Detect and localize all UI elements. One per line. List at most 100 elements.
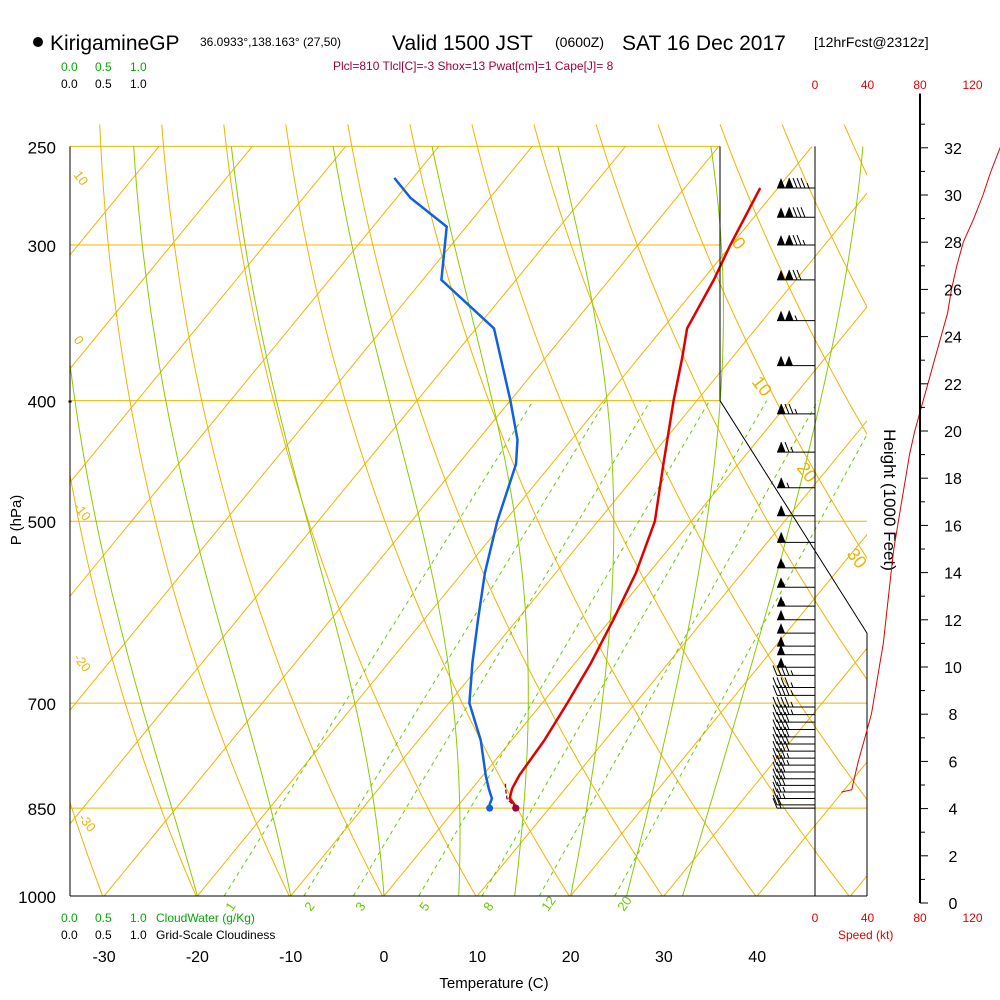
dry-adiabat-line — [161, 124, 384, 896]
height-tick-label: 10 — [944, 660, 962, 677]
wind-speed-line — [841, 146, 1000, 793]
wind-barb-feather — [776, 726, 782, 738]
wind-barb-feather — [784, 726, 790, 738]
dry-adiabat-line — [657, 124, 867, 559]
moist-adiabat-line — [626, 146, 724, 896]
wind-barb — [777, 657, 815, 668]
wind-barb-feather — [776, 719, 782, 730]
cloudiness-tick-top: 1.0 — [130, 77, 147, 91]
wind-barb — [777, 477, 815, 489]
isotherm-line — [103, 146, 720, 896]
speed-tick-top: 0 — [812, 78, 819, 92]
moist-adiabat-line — [133, 146, 292, 896]
wind-barb-feather — [776, 740, 782, 752]
wind-barb-feather — [784, 704, 790, 715]
wind-barb-feather — [788, 177, 794, 189]
height-tick-label: 12 — [944, 613, 962, 630]
isotherm-line — [70, 146, 346, 484]
wind-barb — [777, 234, 815, 246]
dry-adiabat-line — [99, 124, 290, 896]
wind-barb-feather — [780, 665, 786, 676]
wind-barb-pennant — [777, 310, 785, 321]
wind-barb — [777, 505, 815, 517]
wind-barb — [777, 441, 815, 453]
wind-barb-feather — [784, 403, 790, 415]
wind-barb — [777, 403, 815, 415]
wind-barb-pennant — [777, 269, 785, 280]
wind-barb-feather — [776, 788, 782, 799]
wind-barb-half-feather — [782, 562, 786, 568]
wind-barb-feather — [788, 269, 794, 281]
temperature-tick-label: -30 — [93, 949, 116, 966]
cloud-water-label: CloudWater (g/Kg) — [156, 911, 255, 925]
height-tick-label: 18 — [944, 471, 962, 488]
wind-barb-feather — [800, 207, 806, 218]
wind-barb-pennant — [777, 477, 785, 488]
pressure-tick-label: 1000 — [18, 888, 56, 907]
diagram-grid — [70, 124, 867, 896]
wind-barb — [777, 207, 815, 218]
wind-barb-feather — [780, 733, 786, 745]
wind-barb — [777, 644, 815, 656]
wind-barb-pennant — [777, 644, 785, 655]
wind-barb-feather — [772, 788, 778, 799]
dry-adiabat-line — [533, 124, 867, 801]
wind-barb — [777, 636, 815, 647]
temperature-tick-label: 40 — [748, 949, 766, 966]
temperature-tick-label: -10 — [279, 949, 302, 966]
cloud-water-tick-bottom: 0.0 — [61, 911, 78, 925]
wind-barb-feather — [772, 696, 778, 708]
wind-barb-half-feather — [794, 315, 798, 321]
wind-barb-feather — [776, 754, 782, 766]
wind-barb-feather — [772, 754, 778, 766]
wind-barb — [777, 177, 815, 189]
wind-barb — [777, 557, 815, 569]
wind-barb-feather — [780, 704, 786, 715]
pressure-tick-label: 500 — [28, 513, 56, 532]
wind-barb-feather — [780, 740, 786, 752]
wind-barb-feather — [776, 761, 782, 773]
wind-barb-feather — [776, 775, 782, 786]
pressure-tick-label: 700 — [28, 695, 56, 714]
dry-adiabat-line — [719, 124, 867, 436]
wind-barb-half-feather — [790, 701, 794, 708]
mixing-ratio-line — [223, 400, 534, 896]
wind-barb-feather — [792, 234, 798, 246]
wind-barb-half-feather — [790, 670, 794, 676]
wind-barb — [772, 696, 815, 708]
valid-zulu: (0600Z) — [555, 34, 604, 50]
dry-adiabat-line — [595, 124, 867, 681]
cloudiness-tick-bottom: 0.0 — [61, 928, 78, 942]
wind-barb-feather — [784, 677, 790, 688]
mixing-ratio-line — [614, 433, 867, 896]
speed-tick-top: 80 — [913, 78, 927, 92]
wind-barb-feather — [776, 797, 782, 809]
y-axis-title: P (hPa) — [8, 495, 25, 546]
parcel-surface-point — [512, 804, 520, 812]
diagram-frame — [68, 146, 868, 897]
wind-barb-half-feather — [794, 408, 798, 415]
wind-barb-feather — [772, 740, 778, 752]
dry-adiabat-line — [409, 124, 757, 896]
height-tick-label: 28 — [944, 235, 962, 252]
wind-barb-half-feather — [790, 709, 794, 715]
dry-adiabat-line — [285, 124, 570, 896]
dry-adiabat-label: -10 — [71, 500, 94, 524]
wind-barb — [772, 704, 815, 716]
height-tick-label: 32 — [944, 141, 962, 158]
isotherm-line — [476, 419, 867, 896]
wind-barb-feather — [776, 781, 782, 793]
wind-barb-feather — [780, 441, 786, 453]
mixing-ratio-line — [352, 400, 651, 896]
dry-adiabat-label: 0 — [728, 233, 750, 253]
speed-tick-top: 120 — [962, 78, 982, 92]
wind-barb-feather — [784, 696, 790, 708]
wind-barb-feather — [776, 696, 782, 708]
mixing-ratio-label: 5 — [416, 899, 432, 914]
wind-barb-half-feather — [790, 690, 794, 696]
isotherm-line — [70, 146, 440, 598]
wind-barb-feather — [780, 768, 786, 779]
isotherm-line — [570, 533, 867, 896]
